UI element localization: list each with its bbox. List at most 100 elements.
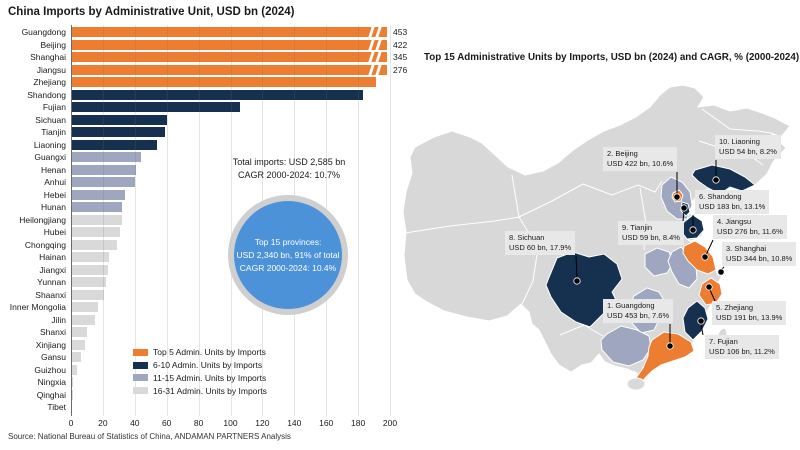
circle-line-2: USD 2,340 bn, 91% of total xyxy=(236,249,340,260)
map-dot-jiangsu[interactable] xyxy=(701,253,709,261)
map-label-value: USD 60 bn, 17.9% xyxy=(509,243,572,252)
bar-category-label: Anhui xyxy=(44,177,66,187)
bar-heilongjiang[interactable] xyxy=(71,214,123,225)
map-label-value: USD 183 bn, 13.1% xyxy=(699,202,766,211)
bar-beijing[interactable] xyxy=(71,39,387,51)
gridline xyxy=(102,25,104,416)
bar-category-label: Yunnan xyxy=(37,277,66,287)
bar-guizhou[interactable] xyxy=(71,364,78,375)
map-label-value: USD 276 bn, 11.6% xyxy=(717,227,783,236)
bar-category-label: Hebei xyxy=(43,189,66,200)
total-imports-line: Total imports: USD 2,585 bn xyxy=(232,157,346,167)
bar-hainan[interactable] xyxy=(71,252,110,262)
bar-shaanxi[interactable] xyxy=(71,289,105,300)
bar-guangdong[interactable] xyxy=(71,27,387,37)
legend-label: Top 5 Admin. Units by Imports xyxy=(153,347,266,358)
map-dot-beijing[interactable] xyxy=(673,193,681,201)
bar-hubei[interactable] xyxy=(71,227,121,237)
source-note: Source: National Bureau of Statistics of… xyxy=(8,432,291,441)
bar-category-label: Shanghai xyxy=(30,52,66,62)
bar-hebei[interactable] xyxy=(71,189,126,200)
map-label-shandong: 6. Shandong USD 183 bn, 13.1% xyxy=(695,190,770,214)
axis-break-mark xyxy=(368,51,384,63)
circle-line-3: CAGR 2000-2024: 10.4% xyxy=(239,262,337,273)
top15-circle-callout: Top 15 provinces: USD 2,340 bn, 91% of t… xyxy=(228,195,348,315)
map-label-name: 1. Guangdong xyxy=(607,301,655,310)
map-leader-line xyxy=(705,239,714,256)
legend-label: 16-31 Admin. Units by Imports xyxy=(153,385,267,396)
island-hainan[interactable] xyxy=(626,377,646,391)
left-chart-title: China Imports by Administrative Unit, US… xyxy=(8,6,295,18)
bar-fujian[interactable] xyxy=(71,102,241,112)
axis-break-mark xyxy=(368,39,384,51)
bar-anhui[interactable] xyxy=(71,177,135,187)
bar-tianjin[interactable] xyxy=(71,127,166,137)
bar-category-label: Guizhou xyxy=(34,364,66,375)
map-label-name: 4. Jiangsu xyxy=(717,217,752,226)
map-dot-sichuan[interactable] xyxy=(573,277,581,285)
map-label-value: USD 191 bn, 13.9% xyxy=(716,313,783,322)
legend-item: Top 5 Admin. Units by Imports xyxy=(133,346,267,359)
x-axis-tick: 20 xyxy=(98,418,108,428)
gridline xyxy=(358,25,360,416)
total-cagr-line: CAGR 2000-2024: 10.7% xyxy=(237,169,341,180)
bar-category-label: Liaoning xyxy=(33,139,66,150)
bar-xinjiang[interactable] xyxy=(71,339,86,350)
province-liaoning[interactable] xyxy=(691,164,756,195)
bar-shanghai[interactable] xyxy=(71,52,387,62)
province-guangdong[interactable] xyxy=(635,331,695,384)
x-axis-tick: 120 xyxy=(255,418,270,428)
bar-category-label: Hubei xyxy=(43,227,66,237)
legend-swatch xyxy=(133,348,148,356)
map-dot-liaoning[interactable] xyxy=(712,176,720,184)
bar-gansu[interactable] xyxy=(71,352,81,362)
bar-liaoning[interactable] xyxy=(71,139,158,150)
bar-henan[interactable] xyxy=(71,164,137,175)
bar-sichuan[interactable] xyxy=(71,114,167,125)
legend-swatch xyxy=(133,361,148,369)
x-axis-tick: 180 xyxy=(351,418,366,428)
bar-category-label: Shanxi xyxy=(40,327,66,337)
bar-category-label: Zhejiang xyxy=(33,77,66,87)
bar-category-label: Shaanxi xyxy=(35,289,66,300)
map-dot-zhejiang[interactable] xyxy=(705,283,713,291)
province-henan[interactable] xyxy=(644,247,674,277)
china-map: 1. Guangdong USD 453 bn, 7.6% 2. Beijing US… xyxy=(400,85,798,425)
map-label-name: 5. Zhejiang xyxy=(716,303,754,312)
bar-category-label: Fujian xyxy=(42,102,66,112)
x-axis-tick: 100 xyxy=(223,418,238,428)
bar-inner-mongolia[interactable] xyxy=(71,302,99,312)
bar-hunan[interactable] xyxy=(71,202,123,212)
x-axis-tick: 0 xyxy=(68,418,74,428)
map-label-guangdong: 1. Guangdong USD 453 bn, 7.6% xyxy=(603,299,674,323)
bar-chongqing[interactable] xyxy=(71,239,118,250)
gridline xyxy=(230,25,232,416)
map-dot-shanghai[interactable] xyxy=(717,268,725,276)
map-label-name: 8. Sichuan xyxy=(509,233,545,242)
map-label-value: USD 344 bn, 10.8% xyxy=(726,254,793,263)
map-dot-tianjin[interactable] xyxy=(680,204,688,212)
map-dot-fujian[interactable] xyxy=(697,317,705,325)
bar-yunnan[interactable] xyxy=(71,277,107,287)
bar-category-label: Guangdong xyxy=(21,27,66,37)
map-dot-shandong[interactable] xyxy=(689,226,697,234)
bar-value-label: 345 xyxy=(393,52,408,62)
province-jiangsu[interactable] xyxy=(682,240,717,275)
bar-zhejiang[interactable] xyxy=(71,77,376,87)
bar-jiangxi[interactable] xyxy=(71,264,108,275)
map-label-tianjin: 9. Tianjin USD 59 bn, 8.4% xyxy=(618,221,684,245)
province-guangxi[interactable] xyxy=(600,325,652,367)
bar-shandong[interactable] xyxy=(71,89,363,100)
map-label-jiangsu: 4. Jiangsu USD 276 bn, 11.6% xyxy=(713,215,787,239)
bar-jiangsu[interactable] xyxy=(71,64,387,75)
map-leader-line xyxy=(575,255,578,279)
bar-guangxi[interactable] xyxy=(71,152,142,162)
map-dot-guangdong[interactable] xyxy=(666,342,674,350)
map-label-name: 6. Shandong xyxy=(699,192,742,201)
axis-break-mark xyxy=(368,26,384,38)
bar-jilin[interactable] xyxy=(71,314,95,325)
map-label-name: 2. Beijing xyxy=(607,149,638,158)
map-label-value: USD 106 bn, 11.2% xyxy=(709,347,775,356)
bar-shanxi[interactable] xyxy=(71,327,87,337)
bar-category-label: Heilongjiang xyxy=(19,214,66,225)
